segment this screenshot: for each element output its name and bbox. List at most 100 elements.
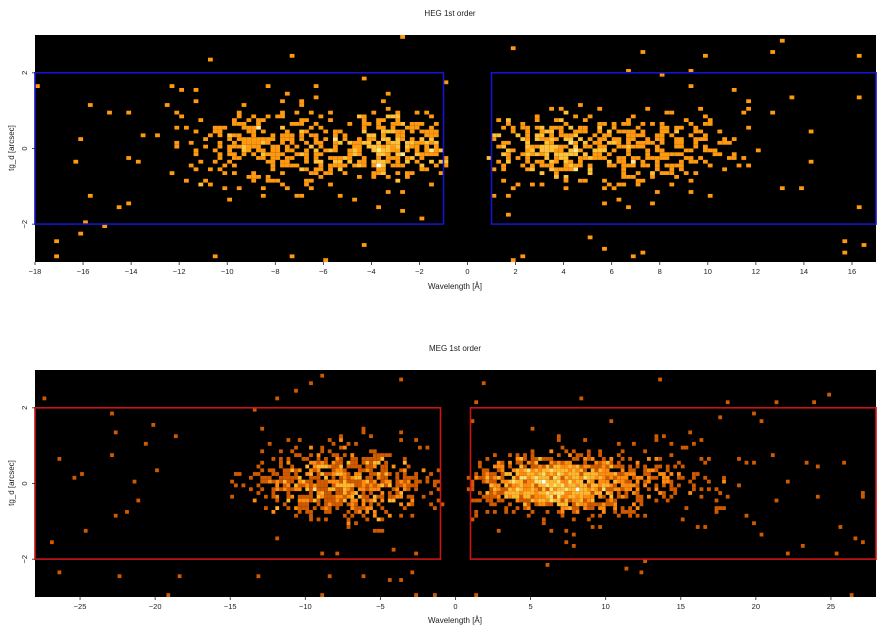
event-bin [688, 491, 693, 495]
event-bin [385, 175, 391, 179]
event-bin [601, 460, 606, 465]
event-bin [662, 479, 666, 484]
event-bin [339, 460, 343, 465]
event-bin [683, 118, 689, 122]
event-bin [346, 487, 351, 492]
event-bin [635, 460, 640, 465]
event-bin [395, 152, 401, 157]
event-bin [297, 506, 302, 510]
event-bin [380, 483, 385, 488]
event-bin [544, 152, 550, 157]
event-bin [703, 122, 708, 126]
event-bin [659, 125, 665, 130]
event-bin [609, 498, 614, 503]
event-bin [361, 122, 367, 126]
event-bin [294, 144, 300, 149]
event-bin [554, 167, 559, 172]
event-bin [346, 475, 351, 480]
event-bin [654, 156, 660, 160]
meg-y-axis-label: tg_d [arcsec] [7, 460, 16, 506]
event-bin [545, 479, 550, 484]
event-bin [474, 513, 479, 518]
event-bin [304, 148, 309, 153]
event-bin [313, 159, 319, 164]
event-bin [208, 133, 213, 138]
event-bin [399, 479, 403, 484]
event-bin [275, 144, 281, 149]
event-bin [564, 479, 569, 484]
event-bin [582, 178, 588, 183]
event-bin [284, 91, 290, 96]
event-bin [399, 491, 403, 495]
event-bin [628, 468, 632, 473]
event-bin [804, 460, 809, 465]
event-bin [335, 498, 340, 503]
event-bin [496, 487, 501, 492]
event-bin [399, 502, 403, 507]
event-bin [598, 460, 602, 465]
event-bin [549, 498, 554, 503]
event-bin [571, 464, 576, 469]
event-bin [526, 479, 531, 484]
event-bin [400, 152, 405, 157]
event-bin [541, 502, 546, 507]
event-bin [613, 510, 617, 514]
event-bin [361, 498, 366, 503]
event-bin [365, 483, 370, 488]
event-bin [626, 148, 631, 153]
event-bin [406, 479, 411, 484]
event-bin [335, 506, 340, 510]
event-bin [391, 547, 396, 552]
event-bin [583, 464, 587, 469]
event-bin [485, 510, 490, 514]
event-bin [545, 487, 550, 492]
event-bin [554, 125, 559, 130]
event-bin [568, 453, 572, 457]
event-bin [538, 475, 542, 480]
event-bin [620, 479, 625, 484]
event-bin [369, 434, 373, 439]
event-bin [361, 163, 367, 168]
event-bin [384, 479, 388, 484]
event-bin [474, 498, 479, 503]
event-bin [679, 144, 684, 149]
event-bin [707, 479, 711, 484]
event-bin [342, 475, 347, 480]
event-bin [539, 163, 545, 168]
event-bin [217, 152, 223, 157]
event-bin [571, 457, 576, 461]
event-bin [193, 129, 199, 134]
event-bin [616, 464, 621, 469]
event-bin [563, 175, 569, 179]
event-bin [419, 152, 425, 157]
event-bin [110, 453, 114, 457]
event-bin [621, 171, 627, 175]
event-bin [688, 479, 693, 484]
event-bin [246, 125, 252, 130]
event-bin [267, 475, 272, 480]
event-bin [752, 411, 756, 416]
event-bin [354, 510, 358, 514]
event-bin [279, 460, 283, 465]
event-bin [688, 148, 694, 153]
event-bin [568, 133, 574, 138]
event-bin [544, 129, 550, 134]
event-bin [496, 159, 502, 164]
event-bin [328, 163, 333, 168]
event-bin [279, 479, 283, 484]
event-bin [289, 163, 295, 168]
event-bin [699, 438, 704, 442]
event-bin [573, 140, 578, 145]
event-bin [563, 163, 569, 168]
event-bin [188, 140, 194, 145]
event-bin [571, 472, 576, 476]
meg-x-axis: −25 −20 −15 −10 −5 0 5 10 15 20 25 [74, 597, 835, 611]
event-bin [361, 491, 366, 495]
event-bin [270, 167, 276, 172]
event-bin [861, 243, 867, 247]
event-bin [350, 479, 355, 484]
event-bin [217, 144, 223, 149]
event-bin [530, 498, 535, 503]
event-bin [525, 133, 530, 138]
x-tick-label: −10 [299, 602, 312, 611]
